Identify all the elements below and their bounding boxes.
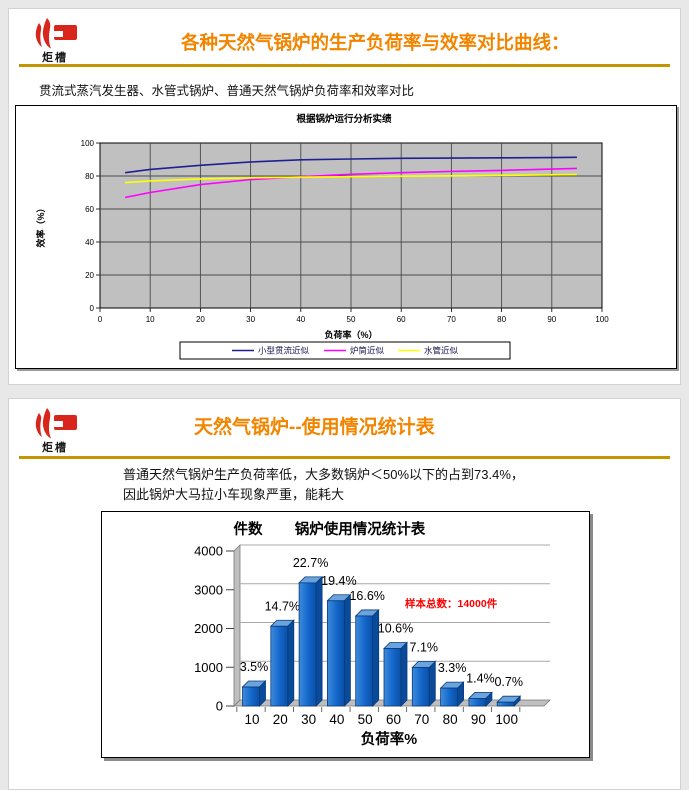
series-水管近似 bbox=[125, 173, 577, 184]
bar-70 bbox=[411, 667, 430, 707]
x-tick-label: 20 bbox=[196, 315, 205, 324]
x-tick-label: 10 bbox=[146, 315, 155, 324]
y-axis-title: 件数 bbox=[234, 520, 263, 538]
legend-label: 小型贯流近似 bbox=[258, 346, 310, 356]
bar-percent-label: 19.4% bbox=[321, 574, 356, 588]
bar-side-face bbox=[428, 660, 436, 707]
bar-chart-title: 锅炉使用情况统计表 bbox=[295, 520, 426, 538]
y-tick-label: 80 bbox=[85, 172, 94, 181]
y-tick-label: 0 bbox=[216, 699, 223, 714]
bar-percent-label: 3.5% bbox=[240, 660, 269, 674]
bar-100 bbox=[496, 701, 515, 707]
bar-80 bbox=[440, 687, 459, 707]
bar-50 bbox=[355, 615, 374, 707]
y-tick-label: 20 bbox=[85, 271, 94, 280]
bar-percent-label: 22.7% bbox=[293, 556, 328, 570]
y-tick-label: 3000 bbox=[194, 582, 223, 597]
bar-10 bbox=[242, 686, 260, 707]
x-tick-label: 70 bbox=[414, 712, 429, 727]
bar-40 bbox=[326, 600, 345, 707]
bar-side-face bbox=[400, 641, 408, 707]
slide2-body-text: 普通天然气锅炉生产负荷率低，大多数锅炉＜50%以下的占到73.4%，因此锅炉大马… bbox=[123, 467, 524, 502]
slide2-title: 天然气锅炉--使用情况统计表 bbox=[194, 417, 435, 438]
bar-chart-panel: 锅炉使用情况统计表 件数 0 1000 2000 3000 4000 3.5% 10 14.7% 2… bbox=[101, 511, 590, 758]
x-tick-label: 20 bbox=[273, 712, 288, 727]
x-tick-label: 0 bbox=[98, 315, 103, 324]
bar-side-face bbox=[315, 575, 323, 707]
slide-load-efficiency-curves: 炬槽 各种天然气锅炉的生产负荷率与效率对比曲线： 贯流式蒸汽发生器、水管式锅炉、… bbox=[8, 8, 681, 385]
y-tick-label: 2000 bbox=[194, 621, 223, 636]
bar-percent-label: 10.6% bbox=[378, 621, 413, 635]
x-tick-label: 40 bbox=[296, 315, 305, 324]
bar-percent-label: 0.7% bbox=[494, 675, 523, 689]
slide1-subtitle: 贯流式蒸汽发生器、水管式锅炉、普通天然气锅炉负荷率和效率对比 bbox=[39, 84, 415, 98]
line-chart-panel: 根据锅炉运行分析实绩 0 20 40 60 80 100 0 10 20 30 40 50 60 70 80 9… bbox=[15, 105, 677, 369]
bar-percent-label: 14.7% bbox=[265, 599, 300, 613]
slide-usage-statistics: 炬槽 天然气锅炉--使用情况统计表 普通天然气锅炉生产负荷率低，大多数锅炉＜50… bbox=[8, 398, 681, 790]
y-tick-label: 0 bbox=[90, 304, 95, 313]
y-tick-label: 60 bbox=[85, 205, 94, 214]
bar-side-face bbox=[343, 593, 351, 707]
x-axis-title: 负荷率% bbox=[361, 730, 417, 748]
bar-chart-svg: 锅炉使用情况统计表 件数 0 1000 2000 3000 4000 3.5% 10 14.7% 2… bbox=[194, 520, 551, 748]
bar-20 bbox=[270, 625, 289, 707]
series-小型贯流近似 bbox=[124, 156, 577, 174]
company-logo: 炬槽 bbox=[27, 406, 83, 454]
wall-3d bbox=[233, 544, 241, 707]
x-tick-label: 70 bbox=[447, 315, 456, 324]
company-logo-text: 炬槽 bbox=[42, 52, 68, 64]
slide1-header-divider bbox=[19, 64, 670, 67]
x-tick-label: 100 bbox=[495, 712, 518, 727]
legend-label: 炉筒近似 bbox=[350, 346, 385, 356]
y-tick-label: 40 bbox=[85, 238, 94, 247]
line-chart-title: 根据锅炉运行分析实绩 bbox=[296, 113, 392, 125]
bar-percent-label: 1.4% bbox=[466, 671, 495, 685]
bar-side-face bbox=[287, 619, 295, 707]
sample-total-annotation: 样本总数：14000件 bbox=[405, 597, 498, 610]
y-axis-title: 效率（%） bbox=[35, 203, 46, 247]
slide1-title: 各种天然气锅炉的生产负荷率与效率对比曲线： bbox=[181, 32, 570, 53]
bar-percent-label: 16.6% bbox=[349, 589, 384, 603]
x-tick-label: 30 bbox=[301, 712, 316, 727]
bar-percent-label: 7.1% bbox=[410, 640, 439, 654]
y-tick-label: 4000 bbox=[194, 544, 223, 559]
y-tick-label: 100 bbox=[81, 139, 95, 148]
company-logo-text: 炬槽 bbox=[42, 442, 68, 454]
series-炉筒近似 bbox=[124, 167, 577, 199]
x-tick-label: 60 bbox=[397, 315, 406, 324]
flame-logo-icon bbox=[35, 408, 77, 439]
y-tick-label: 1000 bbox=[194, 660, 223, 675]
company-logo: 炬槽 bbox=[27, 16, 83, 64]
legend-label: 水管近似 bbox=[424, 346, 459, 356]
x-tick-label: 50 bbox=[358, 712, 373, 727]
x-tick-label: 10 bbox=[244, 712, 259, 727]
x-tick-label: 100 bbox=[595, 315, 609, 324]
x-tick-label: 80 bbox=[443, 712, 458, 727]
x-tick-label: 30 bbox=[246, 315, 255, 324]
x-tick-label: 90 bbox=[547, 315, 556, 324]
x-axis-title: 负荷率（%） bbox=[324, 329, 377, 340]
bar-percent-label: 3.3% bbox=[438, 661, 467, 675]
bar-30 bbox=[298, 582, 317, 707]
x-tick-label: 60 bbox=[386, 712, 401, 727]
slide2-header-divider bbox=[19, 456, 670, 459]
bar-90 bbox=[468, 698, 487, 707]
x-tick-label: 50 bbox=[347, 315, 356, 324]
x-tick-label: 80 bbox=[497, 315, 506, 324]
x-tick-label: 90 bbox=[471, 712, 486, 727]
line-chart-svg: 根据锅炉运行分析实绩 0 20 40 60 80 100 0 10 20 30 40 50 60 70 80 9… bbox=[35, 113, 609, 360]
flame-logo-icon bbox=[35, 18, 77, 49]
bar-60 bbox=[383, 648, 402, 707]
x-tick-label: 40 bbox=[329, 712, 344, 727]
